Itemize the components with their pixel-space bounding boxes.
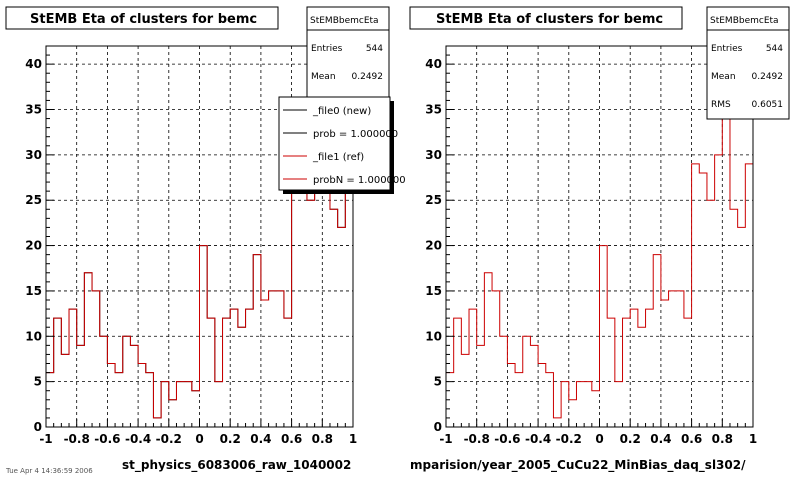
right-series-0 — [445, 63, 754, 427]
left-xtick-label: 0.8 — [312, 432, 333, 446]
left-stats-value-entries: 544 — [366, 44, 383, 54]
right-ytick-label: 40 — [425, 57, 442, 71]
right-ytick-label: 15 — [425, 284, 442, 298]
left-xtick-label: -0.4 — [125, 432, 151, 446]
right-ytick-label: 30 — [425, 148, 442, 162]
left-xtick-label: -0.2 — [156, 432, 182, 446]
left-title-box — [5, 6, 279, 30]
left-stats-name: StEMBbemcEta — [310, 16, 379, 26]
right-stats-name: StEMBbemcEta — [710, 16, 779, 26]
right-stats-box — [706, 6, 790, 120]
legend: _file0 (new) prob = 1.000000 _file1 (ref… — [278, 96, 406, 194]
left-plot-area: -1 -0.8 -0.6 -0.4 -0.2 0 0.2 0.4 0.6 0.8 105101520… — [25, 45, 357, 446]
left-xtick-label: 0.6 — [281, 432, 302, 446]
left-ytick-label: 40 — [25, 57, 42, 71]
right-ytick-label: 5 — [434, 375, 442, 389]
legend-label-new: _file0 (new) — [312, 106, 371, 117]
left-stats-label-entries: Entries — [311, 44, 343, 54]
left-ytick-label: 5 — [34, 375, 42, 389]
left-ytick-label: 10 — [25, 329, 42, 343]
right-ytick-label: 20 — [425, 239, 442, 253]
legend-label-probn: probN = 1.000000 — [313, 175, 406, 186]
legend-label-ref: _file1 (ref) — [312, 152, 364, 163]
right-xtick-label: 0.8 — [712, 432, 733, 446]
right-ytick-label: 10 — [425, 329, 442, 343]
right-plot-area: -1 -0.8 -0.6 -0.4 -0.2 0 0.2 0.4 0.6 0.8 105101520… — [425, 45, 757, 446]
right-stats-label-rms: RMS — [711, 100, 731, 110]
left-x-label: st_physics_6083006_raw_1040002 — [122, 458, 351, 473]
left-footer-timestamp: Tue Apr 4 14:36:59 2006 — [5, 467, 93, 475]
legend-label-prob: prob = 1.000000 — [313, 129, 398, 140]
right-stats-label-mean: Mean — [711, 72, 736, 82]
left-xtick-label: 1 — [349, 432, 357, 446]
right-stats-label-entries: Entries — [711, 44, 743, 54]
left-histogram-panel: StEMB Eta of clusters for bemc StEMBbemc… — [5, 6, 390, 475]
right-xtick-label: -0.2 — [556, 432, 582, 446]
right-xtick-label: -0.8 — [464, 432, 490, 446]
left-ytick-label: 15 — [25, 284, 42, 298]
left-ytick-label: 35 — [25, 103, 42, 117]
right-xtick-label: -1 — [439, 432, 452, 446]
left-xtick-label: -0.8 — [64, 432, 90, 446]
legend-box — [278, 96, 391, 191]
right-xtick-label: 0.2 — [620, 432, 641, 446]
left-stats-label-mean: Mean — [311, 72, 336, 82]
right-histogram-panel: StEMB Eta of clusters for bemc StEMBbemc… — [409, 6, 790, 473]
right-xtick-label: 0.6 — [681, 432, 702, 446]
right-x-label: mparision/year_2005_CuCu22_MinBias_daq_s… — [410, 458, 746, 473]
left-ytick-label: 0 — [34, 420, 42, 434]
left-xtick-label: -0.6 — [94, 432, 120, 446]
left-xtick-label: 0.2 — [220, 432, 241, 446]
right-xtick-label: 0.4 — [650, 432, 671, 446]
right-xtick-label: -0.6 — [494, 432, 520, 446]
right-xtick-label: 1 — [749, 432, 757, 446]
left-xtick-label: 0.4 — [250, 432, 271, 446]
right-xtick-label: -0.4 — [525, 432, 551, 446]
left-xtick-label: -1 — [39, 432, 52, 446]
right-xtick-label: 0 — [595, 432, 603, 446]
right-stats-value-entries: 544 — [766, 44, 783, 54]
left-ytick-label: 30 — [25, 148, 42, 162]
left-title: StEMB Eta of clusters for bemc — [30, 12, 257, 27]
right-ytick-label: 0 — [434, 420, 442, 434]
right-ytick-label: 25 — [425, 193, 442, 207]
left-xtick-label: 0 — [195, 432, 203, 446]
left-ytick-label: 25 — [25, 193, 42, 207]
left-stats-value-mean: 0.2492 — [352, 72, 384, 82]
left-ytick-label: 20 — [25, 239, 42, 253]
right-stats-value-mean: 0.2492 — [752, 72, 784, 82]
right-title: StEMB Eta of clusters for bemc — [436, 12, 663, 27]
right-stats-value-rms: 0.6051 — [752, 100, 784, 110]
right-title-box — [409, 6, 683, 30]
right-ytick-label: 35 — [425, 103, 442, 117]
